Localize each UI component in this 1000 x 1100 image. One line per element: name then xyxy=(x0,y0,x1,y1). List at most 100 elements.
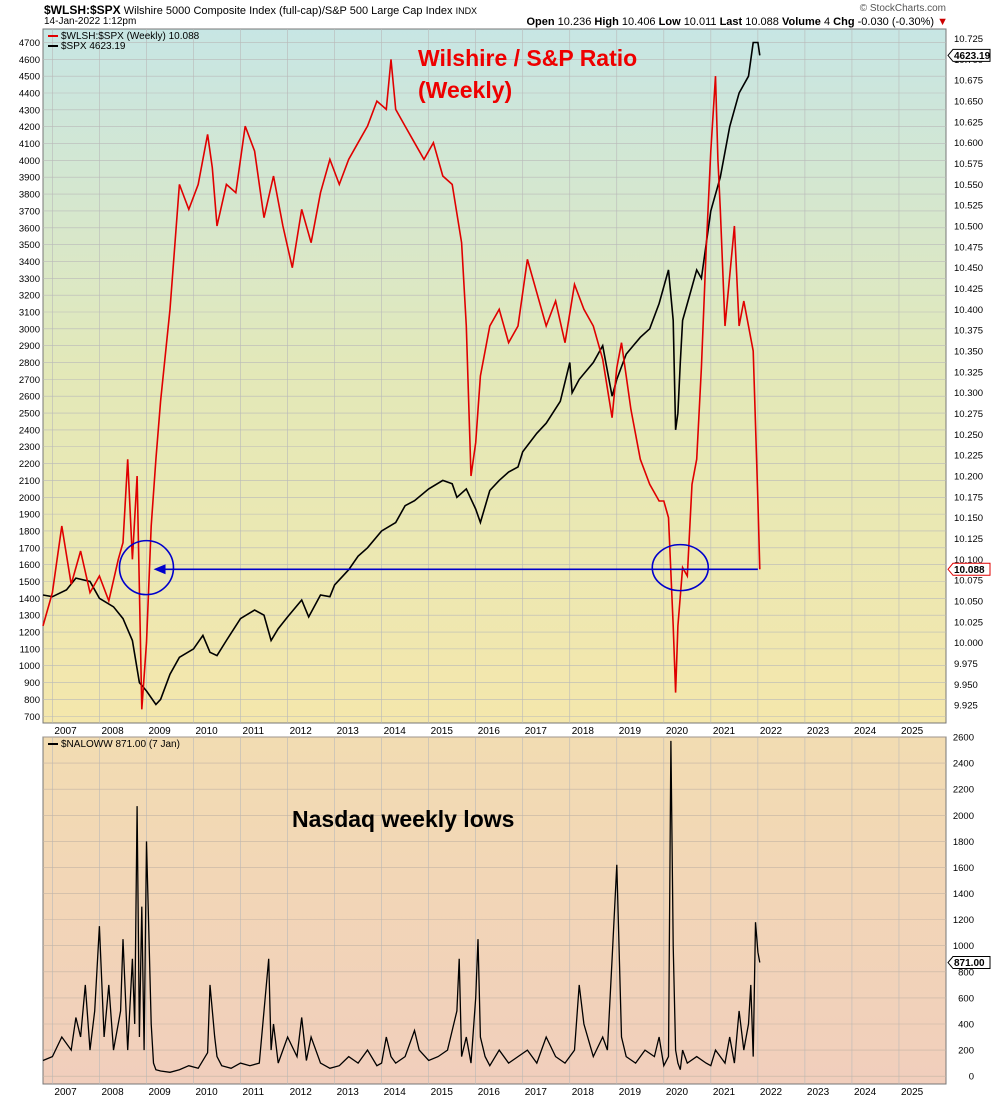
spx-tick-3400: 3400 xyxy=(19,257,40,268)
spx-tick-3100: 3100 xyxy=(19,307,40,318)
nasdaq-tick-1200: 1200 xyxy=(953,915,974,926)
spx-tick-1200: 1200 xyxy=(19,628,40,639)
ratio-last-tag-shape xyxy=(947,562,991,576)
year-label-2024: 2024 xyxy=(854,1087,877,1098)
chg-value: -0.030 (-0.30%) xyxy=(857,16,935,28)
year-label-2025: 2025 xyxy=(901,1087,924,1098)
year-label-2025: 2025 xyxy=(901,726,924,737)
spx-last-tag-text: 4623.19 xyxy=(954,51,991,62)
ratio-title-line-2: (Weekly) xyxy=(418,77,512,103)
spx-axis-labels: 700 800 900 1000 1100 1200 1300 1400 1500 1600 170… xyxy=(19,38,40,723)
year-label-2021: 2021 xyxy=(713,726,736,737)
spx-legend-label: $SPX 4623.19 xyxy=(61,41,126,52)
nasdaq-tick-1600: 1600 xyxy=(953,863,974,874)
nasdaq-last-tag-shape xyxy=(947,956,991,970)
year-label-2008: 2008 xyxy=(101,726,124,737)
year-label-2007: 2007 xyxy=(54,1087,77,1098)
spx-tick-2400: 2400 xyxy=(19,425,40,436)
spx-tick-2300: 2300 xyxy=(19,442,40,453)
nasdaq-tick-0: 0 xyxy=(969,1072,974,1083)
year-label-2018: 2018 xyxy=(572,726,595,737)
spx-tick-4500: 4500 xyxy=(19,72,40,83)
spx-tick-4000: 4000 xyxy=(19,156,40,167)
year-label-2015: 2015 xyxy=(431,726,454,737)
year-label-2022: 2022 xyxy=(760,1087,783,1098)
year-label-2023: 2023 xyxy=(807,1087,830,1098)
nasdaq-tick-800: 800 xyxy=(958,967,974,978)
nasdaq-lows-line xyxy=(42,740,761,1073)
spx-tick-1900: 1900 xyxy=(19,510,40,521)
year-label-2018: 2018 xyxy=(572,1087,595,1098)
spx-tick-2800: 2800 xyxy=(19,358,40,369)
year-label-2011: 2011 xyxy=(243,726,265,737)
year-label-2019: 2019 xyxy=(619,1087,642,1098)
year-label-2020: 2020 xyxy=(666,726,689,737)
year-label-2009: 2009 xyxy=(148,1087,171,1098)
low-label: Low xyxy=(658,16,681,28)
year-label-2024: 2024 xyxy=(854,726,877,737)
nasdaq-axis-labels: 0 200 400 600 800 1000 1200 1400 1600 1800 2000 220… xyxy=(953,733,974,1083)
spx-tick-2200: 2200 xyxy=(19,459,40,470)
nasdaq-last-tag-text: 871.00 xyxy=(954,958,985,969)
ratio-tick-10.500: 10.500 xyxy=(954,222,983,233)
ratio-tick-10.575: 10.575 xyxy=(954,159,983,170)
year-label-2009: 2009 xyxy=(148,726,171,737)
spx-tick-1700: 1700 xyxy=(19,543,40,554)
year-label-2021: 2021 xyxy=(713,1087,736,1098)
nasdaq-tick-1800: 1800 xyxy=(953,837,974,848)
ratio-tick-10.675: 10.675 xyxy=(954,76,983,87)
ratio-tick-10.075: 10.075 xyxy=(954,576,983,587)
chart-header-symbol: $WLSH:$SPX Wilshire 5000 Composite Index… xyxy=(44,3,477,17)
caret-down-icon: ▼ xyxy=(937,16,948,28)
nasdaq-tick-600: 600 xyxy=(958,993,974,1004)
brand-logo: © StockCharts.com xyxy=(859,3,946,14)
low-value: 10.011 xyxy=(683,16,717,28)
year-label-2022: 2022 xyxy=(760,726,783,737)
ratio-tick-10.450: 10.450 xyxy=(954,263,983,274)
arrow-head xyxy=(153,564,166,575)
spx-tick-700: 700 xyxy=(24,712,40,723)
nasdaq-tick-2000: 2000 xyxy=(953,811,974,822)
symbol-text: $WLSH:$SPX xyxy=(44,3,121,17)
ratio-panel-background xyxy=(42,28,947,724)
nasdaq-tick-2600: 2600 xyxy=(953,733,974,744)
chg-label: Chg xyxy=(833,16,855,28)
spx-tick-2000: 2000 xyxy=(19,493,40,504)
nasdaq-lows-panel: 0 200 400 600 800 1000 1200 1400 1600 1800 2000 220… xyxy=(42,733,991,1098)
spx-tick-2500: 2500 xyxy=(19,409,40,420)
year-label-2016: 2016 xyxy=(478,1087,501,1098)
spx-tick-4600: 4600 xyxy=(19,55,40,66)
year-label-2014: 2014 xyxy=(384,726,407,737)
symbol-exchange: INDX xyxy=(455,6,478,16)
year-label-2008: 2008 xyxy=(101,1087,124,1098)
nasdaq-tick-2400: 2400 xyxy=(953,759,974,770)
ratio-tick-10.200: 10.200 xyxy=(954,471,983,482)
ratio-line xyxy=(42,59,761,710)
volume-label: Volume xyxy=(781,16,821,28)
nasdaq-title: Nasdaq weekly lows xyxy=(292,806,514,832)
ratio-tick-10.225: 10.225 xyxy=(954,451,983,462)
annotation-circle-2009 xyxy=(118,539,175,596)
spx-tick-1300: 1300 xyxy=(19,611,40,622)
ratio-tick-10.250: 10.250 xyxy=(954,430,983,441)
year-label-2015: 2015 xyxy=(431,1087,454,1098)
spx-tick-4100: 4100 xyxy=(19,139,40,150)
year-label-2011: 2011 xyxy=(243,1087,265,1098)
open-value: 10.236 xyxy=(557,16,592,28)
ratio-tick-10.600: 10.600 xyxy=(954,138,983,149)
year-label-2017: 2017 xyxy=(525,726,548,737)
spx-tick-1500: 1500 xyxy=(19,577,40,588)
spx-tick-2900: 2900 xyxy=(19,341,40,352)
year-label-2019: 2019 xyxy=(619,726,642,737)
ratio-panel-grid xyxy=(43,29,946,723)
ratio-legend: $WLSH:$SPX (Weekly) 10.088 $SPX 4623.19 xyxy=(48,31,200,52)
spx-tick-2600: 2600 xyxy=(19,392,40,403)
ratio-title-line-1: Wilshire / S&P Ratio xyxy=(418,45,637,71)
spx-tick-3200: 3200 xyxy=(19,291,40,302)
spx-tick-3800: 3800 xyxy=(19,190,40,201)
year-label-2007: 2007 xyxy=(54,726,77,737)
ratio-tick-10.525: 10.525 xyxy=(954,201,983,212)
year-label-2014: 2014 xyxy=(384,1087,407,1098)
ratio-tick-10.550: 10.550 xyxy=(954,180,983,191)
year-label-2013: 2013 xyxy=(337,1087,360,1098)
